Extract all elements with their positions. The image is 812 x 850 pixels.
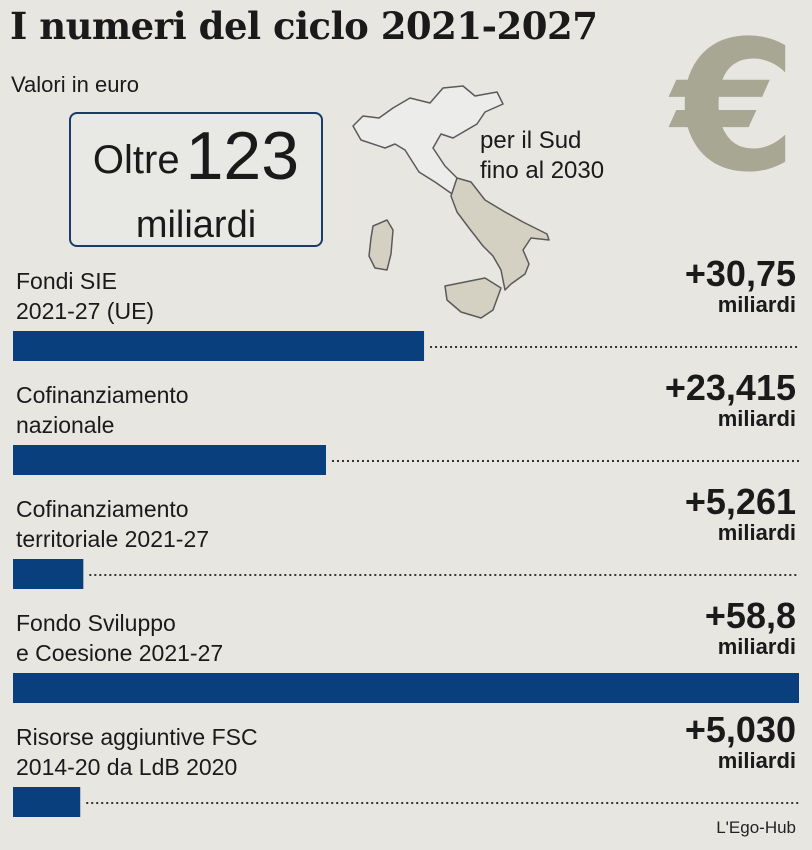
map-note-line2: fino al 2030	[480, 157, 605, 184]
bar-value: +58,8	[704, 595, 796, 636]
bar-unit: miliardi	[717, 406, 796, 431]
bar-value-label: +5,030 miliardi	[685, 712, 796, 774]
bar-unit: miliardi	[717, 520, 796, 545]
map-south	[450, 177, 550, 291]
total-unit: miliardi	[135, 204, 257, 246]
bar-value: +30,75	[684, 253, 796, 294]
bar-category-label-line: nazionale	[16, 412, 115, 438]
bar-value: +5,261	[684, 481, 796, 522]
bar-category-label-line: Cofinanziamento	[16, 382, 189, 408]
bar-category-label: Cofinanziamento territoriale 2021-27	[16, 494, 209, 554]
bar-value: +23,415	[664, 367, 796, 408]
bar-category-label-line: Fondi SIE	[16, 268, 117, 294]
bar-unit: miliardi	[717, 748, 796, 773]
bar-category-label-line: Fondo Sviluppo	[16, 610, 176, 636]
map-sicily	[444, 277, 502, 319]
chart-subtitle: Valori in euro	[11, 72, 139, 97]
bar-category-label-line: 2014-20 da LdB 2020	[16, 754, 238, 780]
bar-value-label: +58,8 miliardi	[705, 598, 796, 660]
total-prefix: Oltre	[92, 138, 180, 182]
bar	[13, 331, 425, 361]
total-value: 123	[185, 118, 300, 194]
bar-category-label: Risorse aggiuntive FSC 2014-20 da LdB 202…	[16, 722, 258, 782]
bar-category-label-line: territoriale 2021-27	[16, 526, 210, 552]
bar-value-label: +5,261 miliardi	[685, 484, 796, 546]
bar-category-label-line: 2021-27 (UE)	[16, 298, 155, 324]
bar	[13, 787, 81, 817]
bar-category-label-line: Risorse aggiuntive FSC	[16, 724, 258, 750]
bar-category-label: Cofinanziamento nazionale	[16, 380, 189, 440]
bar-value-label: +23,415 miliardi	[665, 370, 796, 432]
bar-category-label: Fondi SIE 2021-27 (UE)	[16, 266, 154, 326]
total-box: Oltre123 miliardi	[69, 112, 323, 247]
map-sardinia	[368, 219, 394, 271]
map-north	[352, 85, 504, 197]
credit-label: L'Ego-Hub	[716, 818, 796, 837]
bar-value-label: +30,75 miliardi	[685, 256, 796, 318]
bar-value: +5,030	[684, 709, 796, 750]
euro-icon: €	[672, 3, 798, 212]
bar-unit: miliardi	[717, 634, 796, 659]
bar	[13, 445, 326, 475]
bar	[13, 559, 84, 589]
map-note: per il Sud fino al 2030	[480, 126, 604, 186]
chart-title: I numeri del ciclo 2021-2027	[10, 4, 598, 48]
italy-map-icon	[352, 85, 550, 319]
bar-category-label-line: e Coesione 2021-27	[16, 640, 224, 666]
map-note-line1: per il Sud	[480, 127, 582, 154]
bar-unit: miliardi	[717, 292, 796, 317]
bar-category-label: Fondo Sviluppo e Coesione 2021-27	[16, 608, 223, 668]
bar	[13, 673, 799, 703]
bar-category-label-line: Cofinanziamento	[16, 496, 189, 522]
